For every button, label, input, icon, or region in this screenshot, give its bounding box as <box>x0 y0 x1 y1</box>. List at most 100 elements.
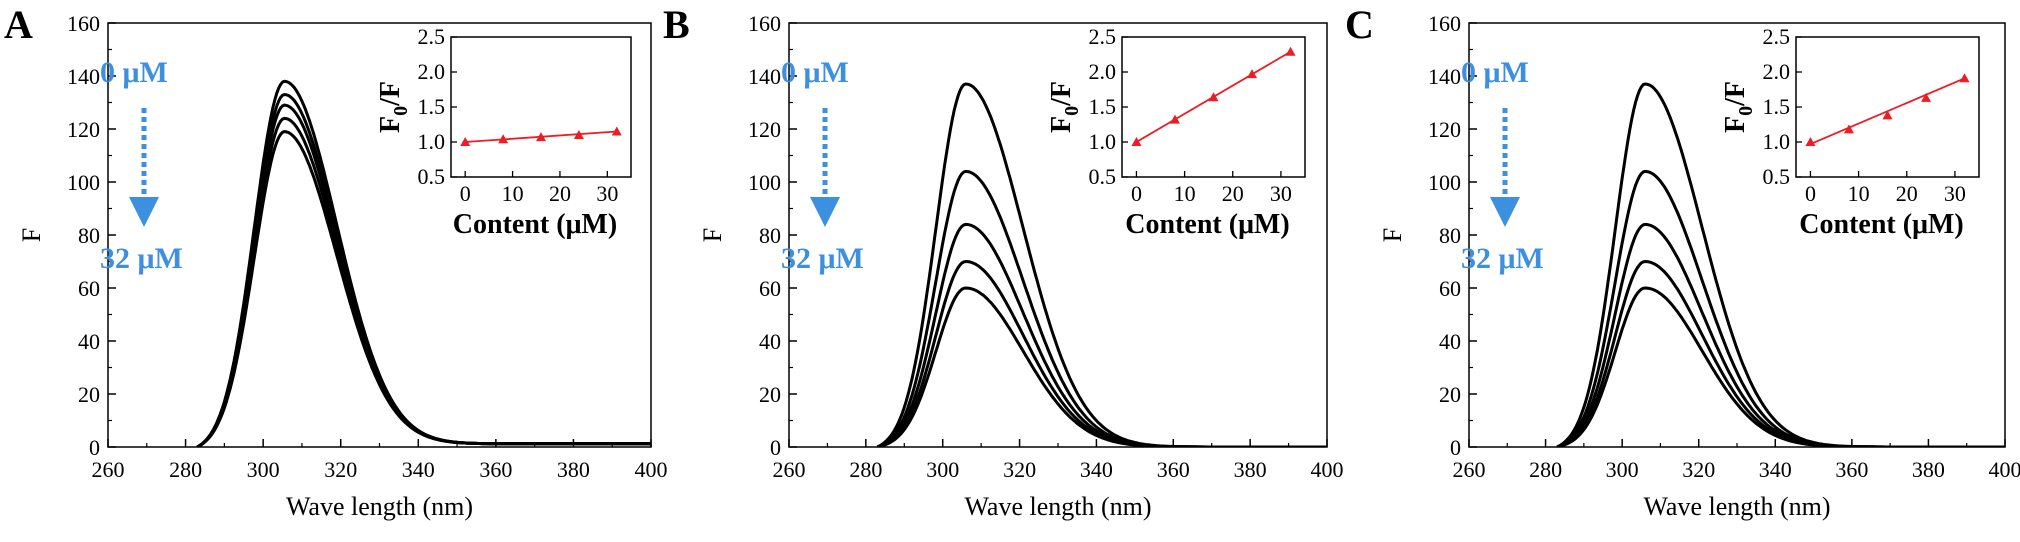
annotation-bottom: 32 μM <box>781 242 864 275</box>
x-tick-label: 400 <box>1989 457 2020 482</box>
inset-point <box>1843 124 1854 134</box>
inset-point <box>1882 110 1893 120</box>
inset-x-axis-label: Content (μM) <box>453 209 617 240</box>
inset-y-tick-label: 1.0 <box>418 129 446 154</box>
y-tick-label: 160 <box>67 11 100 36</box>
inset-x-tick-label: 10 <box>1848 181 1870 206</box>
inset-point <box>1805 137 1816 146</box>
inset-x-tick-label: 0 <box>460 181 471 206</box>
y-tick-label: 20 <box>78 382 100 407</box>
inset-x-axis-label: Content (μM) <box>1125 209 1289 240</box>
spectrum-curve-3 <box>1556 259 2005 447</box>
y-tick-label: 160 <box>748 11 781 36</box>
annotation-top: 0 μM <box>781 56 849 89</box>
inset-point <box>1247 69 1258 79</box>
inset-y-axis-label: F0/F <box>1046 81 1083 133</box>
y-axis-label: F <box>1378 228 1407 242</box>
y-tick-label: 120 <box>748 117 781 142</box>
inset-x-tick-label: 20 <box>549 181 571 206</box>
y-tick-label: 120 <box>1428 117 1461 142</box>
inset-x-tick-label: 0 <box>1805 181 1816 206</box>
y-tick-label: 80 <box>1439 223 1461 248</box>
y-tick-label: 140 <box>1428 64 1461 89</box>
y-tick-label: 60 <box>78 276 100 301</box>
y-tick-label: 160 <box>1428 11 1461 36</box>
inset-y-label-main: F <box>1720 116 1751 133</box>
inset-point <box>1131 137 1142 146</box>
x-tick-label: 380 <box>1912 457 1945 482</box>
y-tick-label: 140 <box>748 64 781 89</box>
inset-point <box>498 134 509 144</box>
inset-y-label-sub: 0 <box>1061 106 1083 116</box>
y-tick-label: 80 <box>759 223 781 248</box>
x-tick-label: 340 <box>1080 457 1113 482</box>
spectrum-curve-4 <box>196 130 651 447</box>
inset-y-tick-label: 2.5 <box>1089 24 1117 49</box>
y-tick-label: 60 <box>759 276 781 301</box>
inset-x-tick-label: 0 <box>1131 181 1142 206</box>
y-tick-label: 120 <box>67 117 100 142</box>
y-tick-label: 80 <box>78 223 100 248</box>
x-tick-label: 320 <box>1003 457 1036 482</box>
inset-x-tick-label: 10 <box>1174 181 1196 206</box>
inset-point <box>536 132 546 142</box>
inset-y-tick-label: 1.5 <box>1089 94 1117 119</box>
inset-point <box>573 130 584 139</box>
inset-x-tick-label: 30 <box>1270 181 1292 206</box>
inset-x-tick-label: 20 <box>1896 181 1918 206</box>
annotation-bottom: 32 μM <box>100 242 183 275</box>
spectrum-curve-1 <box>876 169 1327 447</box>
y-tick-label: 0 <box>770 435 781 460</box>
inset-y-label-main: F <box>1046 116 1077 133</box>
x-tick-label: 260 <box>773 457 806 482</box>
inset-y-tick-label: 2.0 <box>1763 59 1791 84</box>
y-axis-label: F <box>698 228 727 242</box>
x-tick-label: 320 <box>324 457 357 482</box>
x-tick-label: 380 <box>1234 457 1267 482</box>
x-tick-label: 360 <box>1157 457 1190 482</box>
inset-x-tick-label: 20 <box>1222 181 1244 206</box>
inset-y-axis-label: F0/F <box>375 81 412 133</box>
y-tick-label: 20 <box>1439 382 1461 407</box>
inset-point <box>1959 73 1970 83</box>
inset-frame <box>1795 36 1980 178</box>
panel-label: C <box>1345 2 1374 47</box>
inset-y-tick-label: 0.5 <box>1089 164 1117 189</box>
x-tick-label: 360 <box>479 457 512 482</box>
inset-y-tick-label: 1.0 <box>1763 129 1791 154</box>
spectrum-curve-4 <box>1556 286 2005 447</box>
y-tick-label: 40 <box>78 329 100 354</box>
x-axis-label: Wave length (nm) <box>286 492 473 521</box>
spectrum-curve-0 <box>1556 82 2005 447</box>
inset-point <box>1169 114 1180 124</box>
inset-y-tick-label: 2.0 <box>1089 59 1117 84</box>
panel-label: A <box>4 2 33 47</box>
spectrum-curve-4 <box>877 286 1327 447</box>
curves <box>196 79 651 447</box>
x-axis-label: Wave length (nm) <box>964 492 1151 521</box>
x-tick-label: 280 <box>169 457 202 482</box>
inset-x-tick-label: 30 <box>596 181 618 206</box>
inset-y-tick-label: 2.5 <box>1763 24 1791 49</box>
inset-y-tick-label: 0.5 <box>1763 164 1791 189</box>
x-tick-label: 400 <box>1311 457 1344 482</box>
y-tick-label: 0 <box>89 435 100 460</box>
spectrum-curve-2 <box>876 222 1327 447</box>
spectrum-curve-1 <box>1556 169 2005 447</box>
y-tick-label: 100 <box>1428 170 1461 195</box>
x-tick-label: 260 <box>1453 457 1486 482</box>
inset-y-tick-label: 1.0 <box>1089 129 1117 154</box>
inset-y-tick-label: 2.0 <box>418 59 446 84</box>
inset-point <box>1285 46 1296 56</box>
inset-y-label-rest: /F <box>1046 81 1077 107</box>
inset-y-tick-label: 2.5 <box>418 24 446 49</box>
x-tick-label: 280 <box>1529 457 1562 482</box>
y-tick-label: 100 <box>748 170 781 195</box>
x-tick-label: 340 <box>402 457 435 482</box>
y-axis-label: F <box>17 228 46 242</box>
